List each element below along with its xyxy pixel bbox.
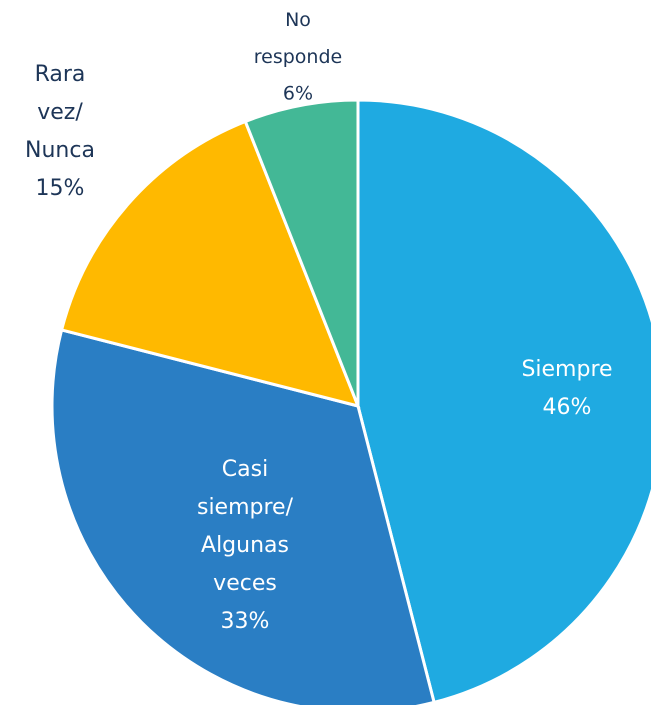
- label-line: veces: [213, 571, 277, 596]
- label-line: Rara: [35, 62, 86, 87]
- value-label: 46%: [543, 395, 592, 420]
- label-line: siempre/: [197, 495, 294, 520]
- label-line: Siempre: [521, 357, 612, 382]
- label-line: No: [285, 9, 311, 31]
- slice-label: Casi siempre/Algunas veces: [197, 457, 294, 596]
- label-line: vez/: [37, 100, 83, 125]
- pie-slice: [59, 119, 361, 409]
- value-label: 15%: [36, 176, 85, 201]
- slice-label: Siempre: [521, 357, 612, 382]
- label-line: Algunas: [201, 533, 289, 558]
- label-line: Nunca: [25, 138, 95, 163]
- pie-slice: [356, 98, 651, 705]
- slice-label: Rara vez/Nunca: [25, 62, 95, 163]
- pie-slice: [50, 328, 436, 705]
- label-line: responde: [254, 46, 342, 68]
- slice-label: No responde: [254, 9, 342, 68]
- value-label: 6%: [283, 83, 313, 105]
- value-label: 33%: [221, 609, 270, 634]
- pie-slice: [243, 98, 360, 407]
- label-line: Casi: [222, 457, 268, 482]
